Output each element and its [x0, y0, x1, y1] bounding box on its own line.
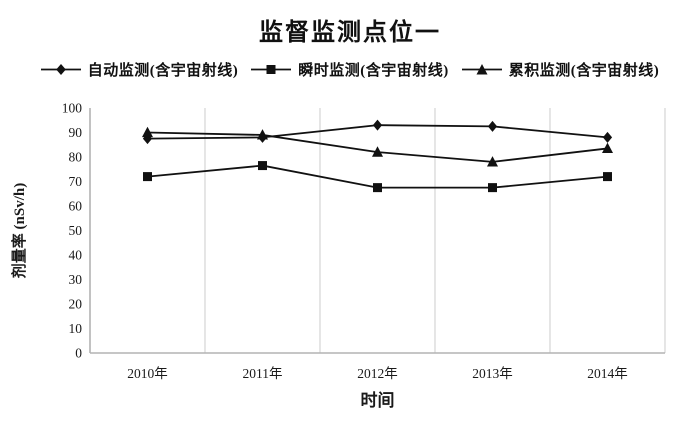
y-tick-label: 10 — [69, 321, 83, 336]
y-tick-label: 60 — [69, 199, 83, 214]
data-point-square — [258, 161, 267, 171]
triangle-marker-line-icon — [461, 64, 502, 75]
x-tick-label: 2013年 — [472, 366, 513, 381]
x-tick-label: 2012年 — [357, 366, 398, 381]
legend-item-cumulative-monitoring: 累积监测(含宇宙射线) — [461, 59, 660, 80]
legend-item-instant-monitoring: 瞬时监测(含宇宙射线) — [251, 59, 449, 80]
data-point-diamond — [602, 131, 613, 143]
legend-item-auto-monitoring: 自动监测(含宇宙射线) — [40, 59, 239, 80]
y-tick-label: 90 — [69, 125, 83, 140]
y-axis-title: 剂量率 (nSv/h) — [10, 183, 28, 278]
y-tick-label: 50 — [69, 223, 83, 238]
y-tick-label: 30 — [69, 272, 83, 287]
chart-title: 监督监测点位一 — [259, 20, 441, 46]
legend: 自动监测(含宇宙射线) 瞬时监测(含宇宙射线) 累积监测(含宇宙射线) — [0, 59, 700, 80]
data-point-triangle — [257, 129, 268, 140]
data-point-triangle — [142, 126, 153, 138]
diamond-marker-line-icon — [40, 64, 81, 75]
legend-label: 瞬时监测(含宇宙射线) — [298, 63, 449, 79]
data-point-square — [143, 172, 152, 182]
x-tick-label: 2011年 — [243, 366, 283, 381]
y-tick-label: 40 — [69, 248, 83, 263]
y-tick-label: 20 — [69, 297, 83, 312]
y-tick-label: 0 — [75, 346, 82, 361]
data-point-square — [603, 172, 612, 182]
x-axis-title: 时间 — [361, 390, 395, 410]
x-tick-label: 2010年 — [127, 366, 168, 381]
data-point-diamond — [372, 119, 383, 131]
legend-label: 累积监测(含宇宙射线) — [508, 63, 660, 79]
data-point-triangle — [487, 156, 498, 167]
square-marker-line-icon — [251, 65, 292, 74]
x-tick-label: 2014年 — [587, 366, 628, 381]
y-tick-label: 80 — [69, 150, 83, 165]
y-tick-label: 70 — [69, 174, 83, 189]
legend-label: 自动监测(含宇宙射线) — [87, 63, 239, 79]
data-point-triangle — [372, 146, 383, 157]
data-point-triangle — [602, 142, 613, 154]
data-point-square — [373, 183, 382, 193]
data-point-diamond — [487, 120, 498, 132]
y-tick-label: 100 — [62, 101, 83, 116]
data-point-square — [488, 183, 497, 193]
